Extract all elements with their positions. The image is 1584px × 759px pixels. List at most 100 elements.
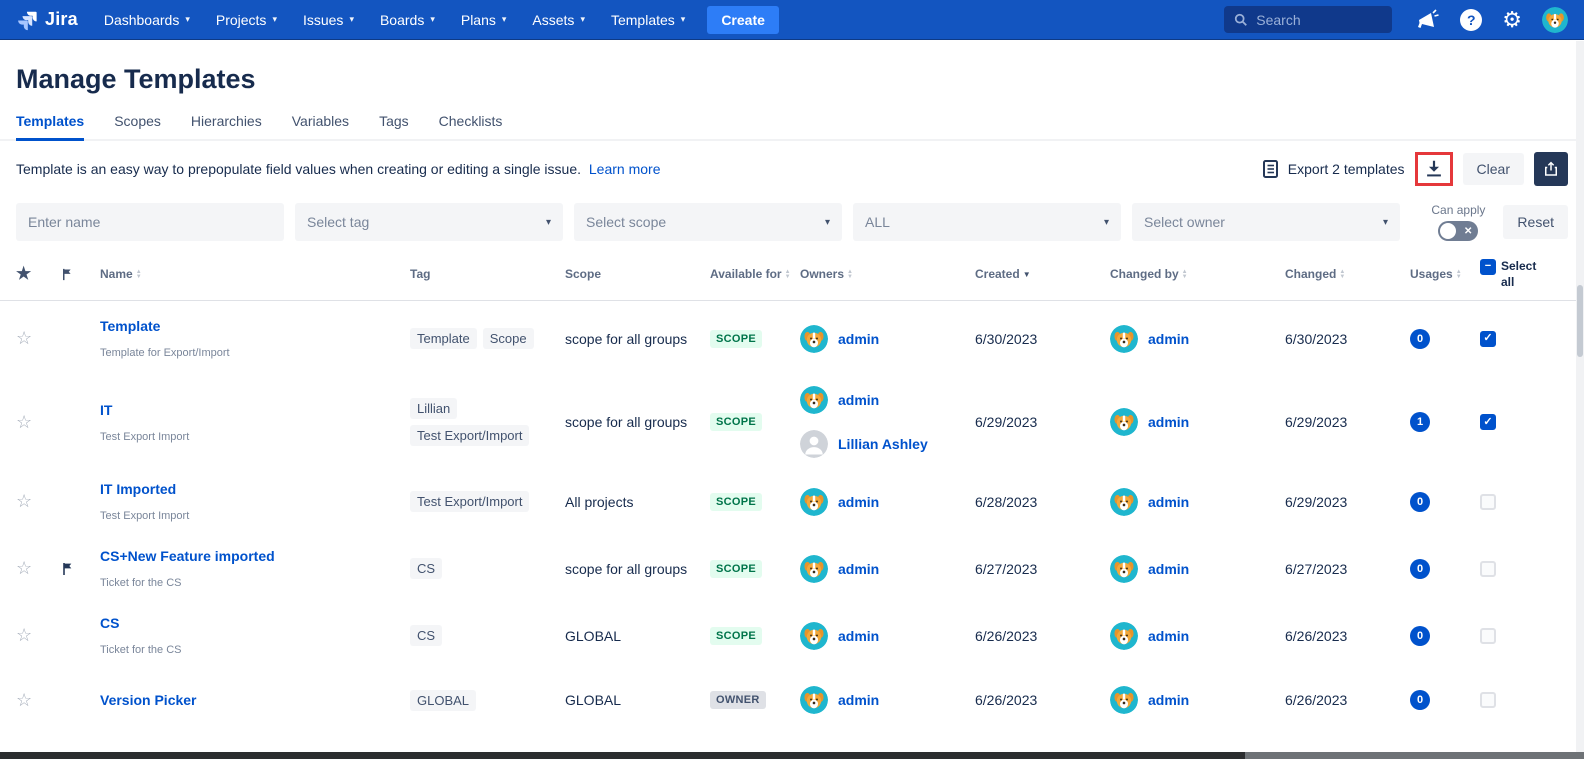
column-header-available-for[interactable]: Available for ▲▼ <box>710 267 800 283</box>
table-row: ☆ IT Imported Test Export Import Test Ex… <box>0 468 1584 535</box>
favorite-star-icon[interactable]: ☆ <box>16 412 32 433</box>
template-name-link[interactable]: CS+New Feature imported <box>100 548 275 564</box>
owner-link[interactable]: admin <box>838 392 879 408</box>
search-box[interactable] <box>1224 6 1392 33</box>
changed-by-avatar <box>1110 408 1138 436</box>
tab-templates[interactable]: Templates <box>16 113 84 141</box>
column-header-tag[interactable]: Tag <box>410 267 565 283</box>
column-header-usages[interactable]: Usages ▲▼ <box>1410 267 1480 283</box>
scope-filter-select[interactable]: Select scope ▾ <box>574 203 842 241</box>
create-button[interactable]: Create <box>707 6 779 34</box>
nav-item-dashboards[interactable]: Dashboards▾ <box>104 12 190 28</box>
jira-brand[interactable]: Jira <box>16 9 78 31</box>
flag-column-header[interactable] <box>60 267 100 282</box>
name-filter-field[interactable] <box>28 214 272 230</box>
brand-name: Jira <box>45 9 78 30</box>
row-checkbox[interactable] <box>1480 628 1496 644</box>
vertical-scrollbar[interactable] <box>1576 41 1584 752</box>
favorite-star-icon[interactable]: ☆ <box>16 558 32 579</box>
nav-item-plans[interactable]: Plans▾ <box>461 12 507 28</box>
column-header-name[interactable]: Name ▲▼ <box>100 267 410 283</box>
template-name-link[interactable]: IT Imported <box>100 481 176 497</box>
created-date: 6/27/2023 <box>975 561 1037 577</box>
column-header-owners[interactable]: Owners ▲▼ <box>800 267 975 283</box>
tab-variables[interactable]: Variables <box>292 113 349 141</box>
tab-tags[interactable]: Tags <box>379 113 409 141</box>
settings-gear-icon[interactable]: ⚙ <box>1502 9 1522 31</box>
owner-link[interactable]: admin <box>838 692 879 708</box>
favorite-star-icon[interactable]: ☆ <box>16 491 32 512</box>
nav-item-templates[interactable]: Templates▾ <box>611 12 685 28</box>
template-description: Ticket for the CS <box>100 577 182 589</box>
can-apply-toggle[interactable]: ✕ <box>1438 221 1478 241</box>
template-name-link[interactable]: IT <box>100 402 112 418</box>
owner-link[interactable]: Lillian Ashley <box>838 436 928 452</box>
usages-badge[interactable]: 1 <box>1410 412 1430 432</box>
favorite-star-icon[interactable]: ☆ <box>16 625 32 646</box>
export-templates-button[interactable]: Export 2 templates <box>1262 159 1405 179</box>
template-name-link[interactable]: Template <box>100 318 160 334</box>
name-filter-input[interactable] <box>16 203 284 241</box>
favorites-column-header[interactable]: ★ <box>16 263 60 285</box>
changed-by-link[interactable]: admin <box>1148 692 1189 708</box>
changed-by-link[interactable]: admin <box>1148 414 1189 430</box>
usages-badge[interactable]: 0 <box>1410 329 1430 349</box>
horizontal-scrollbar[interactable] <box>0 752 1584 759</box>
owner-link[interactable]: admin <box>838 561 879 577</box>
changed-by-avatar <box>1110 686 1138 714</box>
highlight-box <box>1415 152 1453 186</box>
column-header-created[interactable]: Created ▼ <box>975 267 1110 283</box>
owner-link[interactable]: admin <box>838 494 879 510</box>
changed-by-link[interactable]: admin <box>1148 494 1189 510</box>
tag-filter-select[interactable]: Select tag ▾ <box>295 203 563 241</box>
template-name-link[interactable]: CS <box>100 615 119 631</box>
select-all-checkbox[interactable]: − <box>1480 259 1496 275</box>
select-all-control[interactable]: − Select all <box>1480 259 1540 290</box>
row-checkbox[interactable] <box>1480 692 1496 708</box>
owner-link[interactable]: admin <box>838 331 879 347</box>
profile-avatar[interactable] <box>1542 7 1568 33</box>
nav-menu: Dashboards▾ Projects▾ Issues▾ Boards▾ Plans▾… <box>104 12 685 28</box>
owner-filter-select[interactable]: Select owner ▾ <box>1132 203 1400 241</box>
scope-text: scope for all groups <box>565 414 687 430</box>
column-header-scope[interactable]: Scope <box>565 267 710 283</box>
favorite-star-icon[interactable]: ☆ <box>16 690 32 711</box>
horizontal-scrollbar-thumb[interactable] <box>0 752 1245 759</box>
changed-by-link[interactable]: admin <box>1148 331 1189 347</box>
share-button[interactable] <box>1534 152 1568 186</box>
chevron-down-icon: ▾ <box>185 14 190 25</box>
nav-item-assets[interactable]: Assets▾ <box>532 12 585 28</box>
row-checkbox[interactable] <box>1480 494 1496 510</box>
row-checkbox[interactable] <box>1480 561 1496 577</box>
tab-hierarchies[interactable]: Hierarchies <box>191 113 262 141</box>
usages-badge[interactable]: 0 <box>1410 559 1430 579</box>
help-icon[interactable]: ? <box>1460 9 1482 31</box>
changed-by-link[interactable]: admin <box>1148 561 1189 577</box>
vertical-scrollbar-thumb[interactable] <box>1577 285 1583 357</box>
nav-item-projects[interactable]: Projects▾ <box>216 12 277 28</box>
template-name-link[interactable]: Version Picker <box>100 692 197 708</box>
owner-link[interactable]: admin <box>838 628 879 644</box>
usages-badge[interactable]: 0 <box>1410 492 1430 512</box>
column-header-changed[interactable]: Changed ▲▼ <box>1285 267 1410 283</box>
sort-icon: ▲▼ <box>136 270 142 280</box>
clear-button[interactable]: Clear <box>1463 153 1524 185</box>
learn-more-link[interactable]: Learn more <box>589 161 661 177</box>
available-for-badge: SCOPE <box>710 627 762 645</box>
usages-badge[interactable]: 0 <box>1410 690 1430 710</box>
tab-scopes[interactable]: Scopes <box>114 113 161 141</box>
nav-item-boards[interactable]: Boards▾ <box>380 12 435 28</box>
usages-badge[interactable]: 0 <box>1410 626 1430 646</box>
reset-button[interactable]: Reset <box>1503 205 1568 239</box>
nav-item-issues[interactable]: Issues▾ <box>303 12 354 28</box>
column-header-changed-by[interactable]: Changed by ▲▼ <box>1110 267 1285 283</box>
changed-by-link[interactable]: admin <box>1148 628 1189 644</box>
download-button[interactable] <box>1423 158 1445 180</box>
type-filter-select[interactable]: ALL ▾ <box>853 203 1121 241</box>
favorite-star-icon[interactable]: ☆ <box>16 328 32 349</box>
search-input[interactable] <box>1256 12 1376 28</box>
announcements-icon[interactable] <box>1416 9 1440 31</box>
tab-checklists[interactable]: Checklists <box>439 113 503 141</box>
row-checkbox[interactable]: ✓ <box>1480 331 1496 347</box>
row-checkbox[interactable]: ✓ <box>1480 414 1496 430</box>
